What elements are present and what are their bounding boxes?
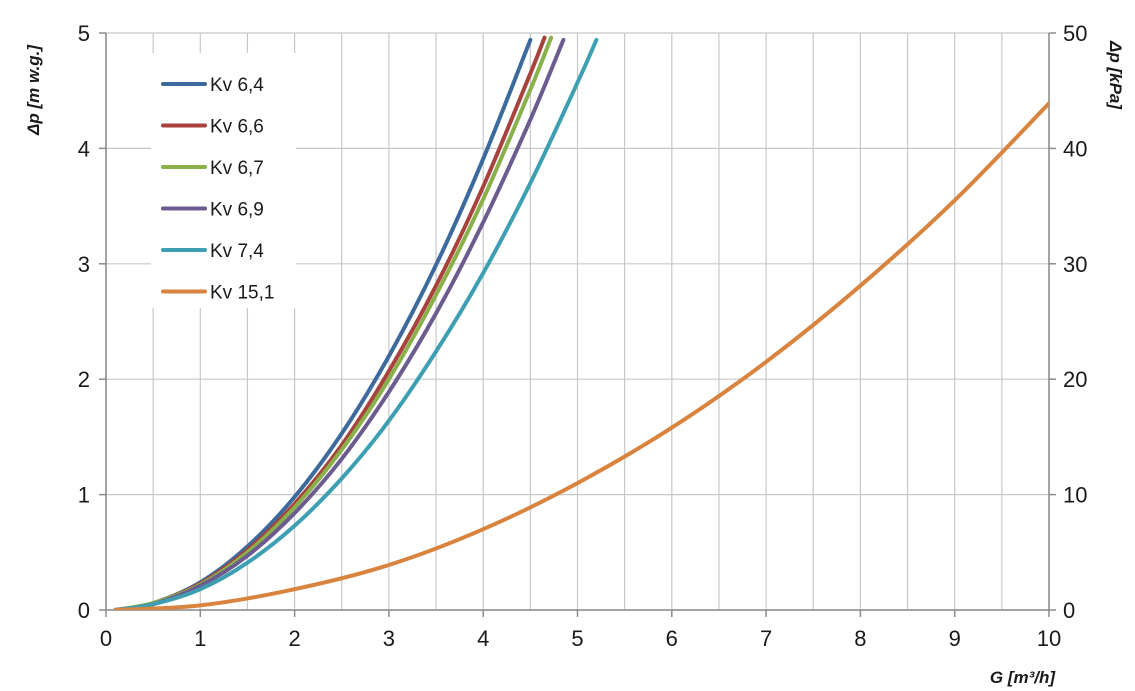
- y-tick-label-right: 40: [1063, 136, 1087, 161]
- y-tick-label-right: 0: [1063, 598, 1075, 623]
- legend-label-kv-7-4: Kv 7,4: [210, 241, 264, 262]
- legend-label-kv-6-7: Kv 6,7: [210, 158, 264, 179]
- x-tick-label: 2: [288, 626, 300, 651]
- x-tick-label: 5: [571, 626, 583, 651]
- x-tick-label: 9: [949, 626, 961, 651]
- legend-label-kv-6-6: Kv 6,6: [210, 117, 264, 138]
- y-tick-label-left: 0: [78, 598, 90, 623]
- x-tick-label: 0: [100, 626, 112, 651]
- series-line-kv-6-9: [113, 37, 566, 610]
- y-tick-label-left: 3: [78, 252, 90, 277]
- series-line-kv-7-4: [113, 37, 599, 610]
- x-tick-label: 6: [666, 626, 678, 651]
- x-tick-label: 10: [1037, 626, 1061, 651]
- legend-label-kv-6-4: Kv 6,4: [210, 75, 264, 96]
- y-tick-label-right: 20: [1063, 367, 1087, 392]
- series-lines: [113, 35, 1049, 610]
- legend-background: [151, 53, 296, 308]
- y-tick-label-left: 4: [78, 136, 90, 161]
- legend: Kv 6,4 Kv 6,6 Kv 6,7 Kv 6,9 Kv 7,4 Kv 15,1: [151, 53, 296, 308]
- y-tick-label-right: 10: [1063, 483, 1087, 508]
- y-tick-label-left: 1: [78, 483, 90, 508]
- legend-label-kv-15-1: Kv 15,1: [210, 283, 274, 304]
- y-axis-ticks-left: 0 1 2 3 4 5: [78, 21, 106, 623]
- y-tick-label-right: 30: [1063, 252, 1087, 277]
- legend-label-kv-6-9: Kv 6,9: [210, 200, 264, 221]
- x-tick-label: 7: [760, 626, 772, 651]
- y-axis-label-right: Δp [kPa]: [1106, 40, 1125, 110]
- x-tick-label: 4: [477, 626, 489, 651]
- x-tick-label: 1: [194, 626, 206, 651]
- y-tick-label-right: 50: [1063, 21, 1087, 46]
- y-axis-ticks-right: 0 10 20 30 40 50: [1049, 21, 1087, 623]
- x-tick-label: 3: [383, 626, 395, 651]
- y-tick-label-left: 2: [78, 367, 90, 392]
- y-tick-label-left: 5: [78, 21, 90, 46]
- x-axis-ticks: 0 1 2 3 4 5 6 7 8 9 10: [100, 610, 1061, 651]
- series-line-kv-15-1: [113, 101, 1049, 610]
- y-axis-label-left: Δp [m w.g.]: [24, 44, 43, 136]
- x-axis-label: G [m³/h]: [990, 668, 1056, 687]
- x-tick-label: 8: [854, 626, 866, 651]
